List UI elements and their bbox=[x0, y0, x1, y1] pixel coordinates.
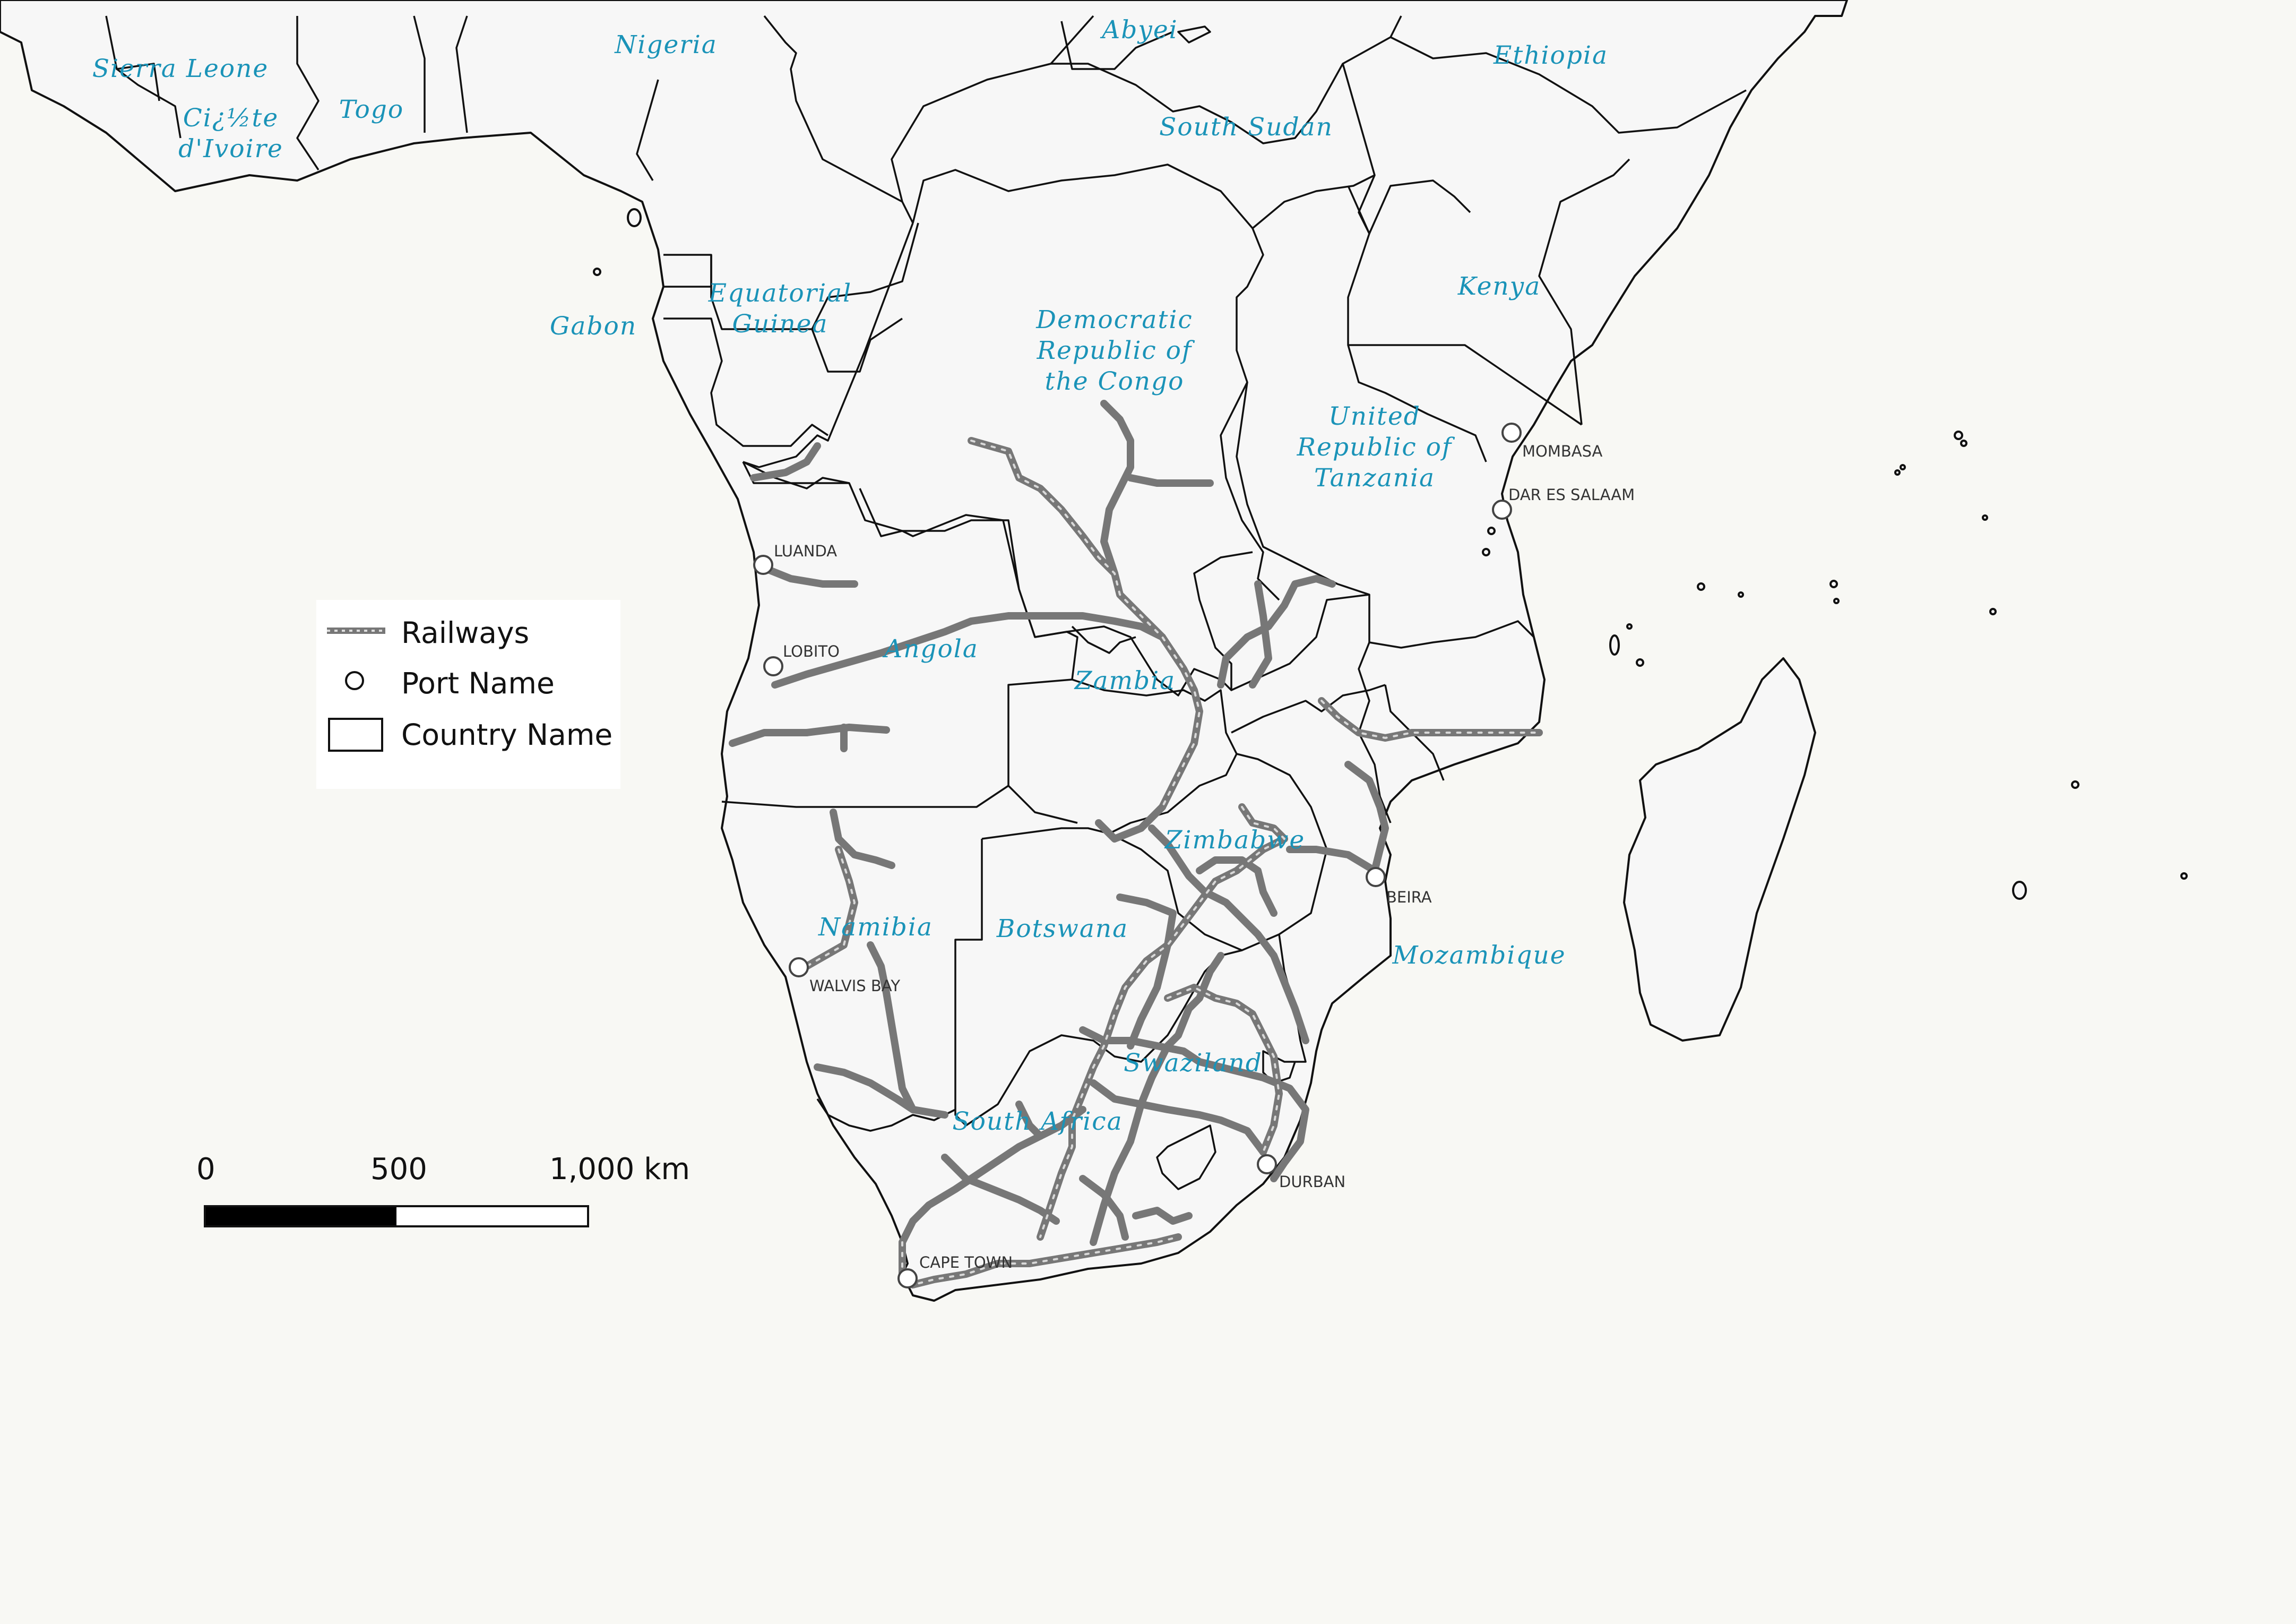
country-label-south-africa[interactable]: South Africa bbox=[952, 1107, 1123, 1136]
scale-bar-graphic bbox=[204, 1205, 589, 1227]
railway-line-icon bbox=[327, 628, 385, 634]
country-label-kenya[interactable]: Kenya bbox=[1457, 272, 1541, 301]
country-label-togo[interactable]: Togo bbox=[339, 95, 404, 124]
port-circle-icon bbox=[753, 555, 773, 575]
port-circle-icon bbox=[1501, 423, 1522, 443]
country-label-south-sudan[interactable]: South Sudan bbox=[1159, 113, 1333, 142]
country-label-gabon[interactable]: Gabon bbox=[550, 312, 637, 341]
port-dar-es-salaam[interactable]: DAR ES SALAAM bbox=[1492, 486, 1635, 520]
small-islands bbox=[593, 208, 2188, 900]
port-lobito[interactable]: LOBITO bbox=[763, 642, 840, 676]
country-labels: Sierra Leone Ci¿½te d'Ivoire Togo Nigeria… bbox=[92, 15, 1608, 1136]
port-label: LOBITO bbox=[783, 642, 840, 660]
country-label-abyei[interactable]: Abyei bbox=[1100, 15, 1178, 45]
port-circle-icon bbox=[1492, 500, 1512, 520]
country-label-nigeria[interactable]: Nigeria bbox=[614, 30, 718, 59]
port-cape-town[interactable]: CAPE TOWN bbox=[897, 1253, 1013, 1288]
country-label-mozambique[interactable]: Mozambique bbox=[1392, 941, 1566, 970]
legend-label: Country Name bbox=[401, 718, 613, 752]
country-label-angola[interactable]: Angola bbox=[882, 634, 979, 664]
port-label: BEIRA bbox=[1386, 888, 1432, 906]
legend-label: Port Name bbox=[401, 666, 555, 700]
scale-bar: 0 500 1,000 km bbox=[175, 1152, 706, 1232]
scale-label-0: 0 bbox=[196, 1152, 215, 1187]
continent-landmass bbox=[0, 0, 1848, 1302]
country-label-cote-divoire[interactable]: Ci¿½te d'Ivoire bbox=[178, 104, 283, 164]
port-label: MOMBASA bbox=[1522, 442, 1603, 460]
legend-item-port-name: Port Name bbox=[316, 666, 620, 709]
country-label-equatorial-guinea[interactable]: Equatorial Guinea bbox=[708, 279, 852, 339]
port-label: LUANDA bbox=[774, 542, 837, 560]
port-walvis-bay[interactable]: WALVIS BAY bbox=[789, 957, 900, 995]
port-beira[interactable]: BEIRA bbox=[1366, 867, 1432, 906]
legend-item-country-name: Country Name bbox=[316, 717, 620, 759]
port-circle-icon bbox=[789, 957, 809, 977]
country-box-icon bbox=[328, 718, 383, 752]
country-label-ethiopia[interactable]: Ethiopia bbox=[1493, 41, 1608, 70]
port-mombasa[interactable]: MOMBASA bbox=[1501, 423, 1603, 460]
country-label-drc[interactable]: Democratic Republic of the Congo bbox=[1035, 305, 1195, 396]
port-label: DAR ES SALAAM bbox=[1508, 486, 1635, 504]
country-label-tanzania[interactable]: United Republic of Tanzania bbox=[1297, 402, 1455, 493]
port-circle-icon bbox=[345, 671, 364, 690]
port-circle-icon bbox=[1257, 1154, 1277, 1174]
country-label-zambia[interactable]: Zambia bbox=[1074, 666, 1176, 695]
port-label: WALVIS BAY bbox=[809, 977, 900, 995]
port-circle-icon bbox=[1366, 867, 1386, 887]
port-circle-icon bbox=[763, 656, 783, 676]
madagascar-landmass bbox=[1623, 657, 1816, 1042]
scale-label-1000: 1,000 km bbox=[549, 1152, 690, 1187]
country-label-botswana[interactable]: Botswana bbox=[996, 914, 1128, 943]
port-durban[interactable]: DURBAN bbox=[1257, 1154, 1345, 1191]
country-label-namibia[interactable]: Namibia bbox=[818, 913, 933, 942]
country-label-swaziland[interactable]: Swaziland bbox=[1124, 1049, 1263, 1078]
scale-bar-black-segment bbox=[206, 1207, 396, 1225]
country-label-sierra-leone[interactable]: Sierra Leone bbox=[92, 54, 269, 83]
port-luanda[interactable]: LUANDA bbox=[753, 542, 837, 575]
legend-item-railways: Railways bbox=[316, 616, 620, 658]
port-label: CAPE TOWN bbox=[919, 1253, 1013, 1271]
map-legend: Railways Port Name Country Name bbox=[316, 600, 620, 789]
legend-label: Railways bbox=[401, 616, 530, 650]
ports: MOMBASA DAR ES SALAAM LUANDA LOBITO BEIR… bbox=[753, 423, 1635, 1288]
port-label: DURBAN bbox=[1279, 1173, 1345, 1191]
country-label-zimbabwe[interactable]: Zimbabwe bbox=[1164, 826, 1306, 855]
port-circle-icon bbox=[897, 1268, 918, 1288]
scale-label-500: 500 bbox=[370, 1152, 427, 1187]
